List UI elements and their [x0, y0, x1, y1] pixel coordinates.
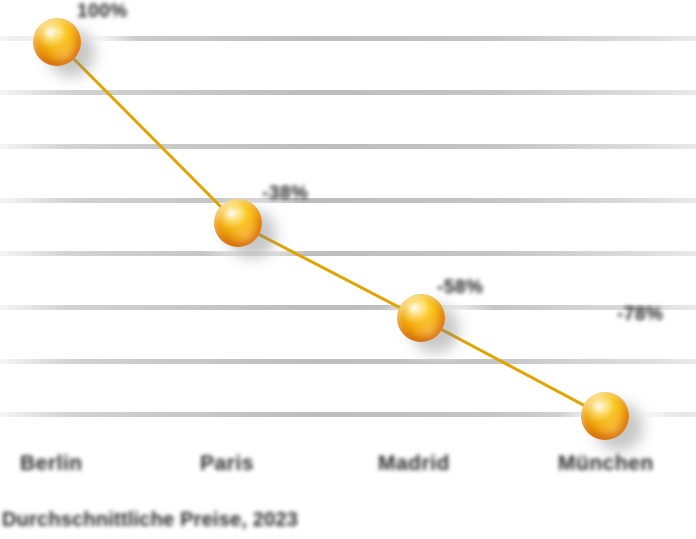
gridline [0, 359, 696, 364]
gridline [0, 305, 696, 310]
data-label: -78% [617, 304, 664, 325]
data-label: 100% [77, 1, 128, 22]
gridline [0, 36, 696, 41]
gridline [0, 144, 696, 149]
x-axis-label: Berlin [20, 452, 83, 475]
x-axis-label: Madrid [378, 452, 450, 475]
data-point-marker [397, 294, 445, 342]
gridline [0, 198, 696, 203]
data-point-marker [33, 18, 81, 66]
x-axis-label: Paris [200, 452, 254, 475]
data-point-marker [581, 392, 629, 440]
data-label: -38% [262, 183, 309, 204]
gridline [0, 251, 696, 256]
data-label: -58% [437, 277, 484, 298]
data-point-marker [214, 199, 262, 247]
gridline [0, 412, 696, 417]
gridline [0, 90, 696, 95]
chart-caption: Durchschnittliche Preise, 2023 [2, 509, 299, 531]
x-axis-label: München [558, 452, 654, 475]
